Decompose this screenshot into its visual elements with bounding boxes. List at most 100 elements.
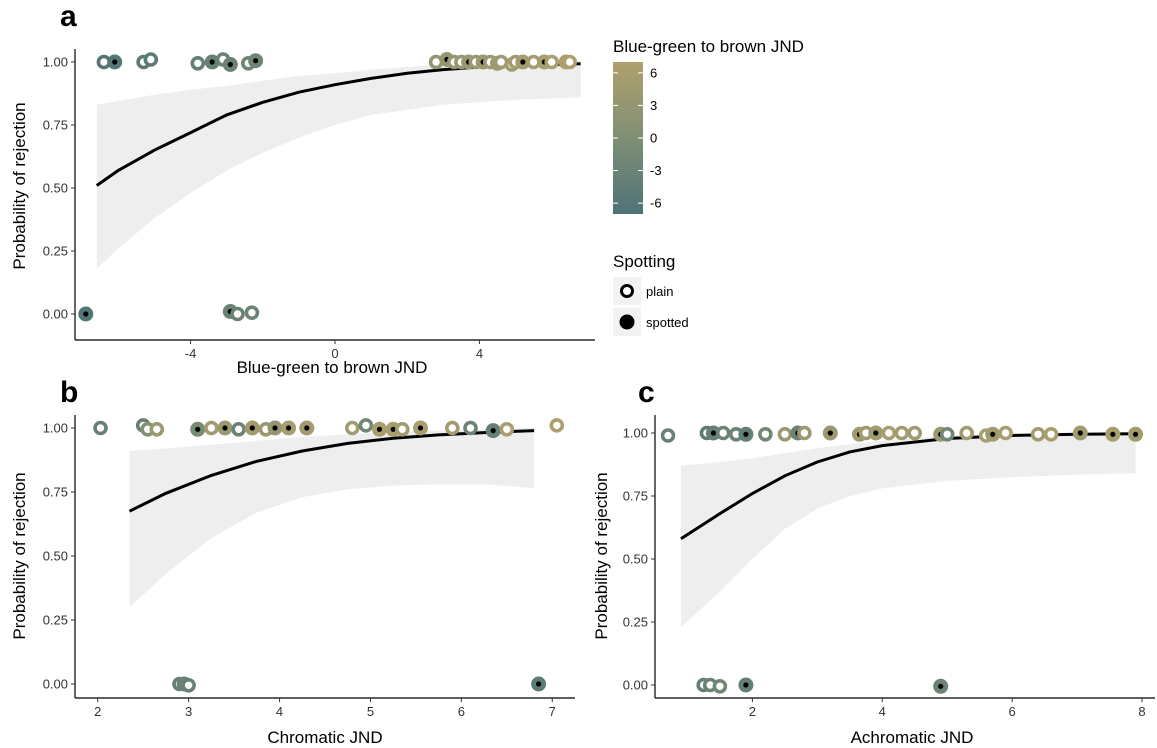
ribbon-area (96, 62, 581, 269)
x-tick-label: 3 (185, 704, 192, 719)
fit-curve-b (128, 429, 535, 513)
panel-a: a -4 0 4 0.00 0.25 0.50 0.75 1.00 Blue-green to… (10, 0, 595, 377)
plain-point (244, 305, 260, 321)
plain-point (712, 678, 728, 694)
plain-point (881, 425, 897, 441)
plain-key-label: plain (646, 284, 673, 299)
spotted-key-label: spotted (646, 315, 689, 330)
spotted-point-dot (304, 425, 310, 431)
plain-point (93, 420, 108, 436)
plain-point (777, 426, 793, 442)
plain-point (939, 426, 955, 442)
spotted-point-dot (417, 425, 424, 431)
plain-point (444, 420, 460, 436)
spotted-point-dot (710, 430, 717, 436)
y-tick-label: 0.00 (623, 678, 648, 693)
spotted-point-dot (272, 425, 278, 431)
x-tick-label: 4 (879, 704, 886, 719)
spotted-point-dot (222, 425, 228, 431)
plain-point (358, 418, 374, 433)
spotted-point-dot (536, 681, 542, 687)
spotted-point-dot (83, 311, 89, 317)
plain-key-symbol (620, 284, 634, 298)
plain-point (149, 421, 165, 437)
x-tick-label: 2 (94, 704, 101, 719)
points-a (78, 52, 578, 322)
plain-point (758, 426, 773, 442)
spotted-point-dot (490, 428, 496, 434)
spotted-point-dot (827, 430, 833, 436)
y-axis-title-c: Probability of rejection (592, 472, 611, 639)
confidence-ribbon-b (129, 428, 535, 608)
panel-b: b 2 3 4 5 6 7 0.00 0.25 0.50 0.75 1.00 Chromatic J… (10, 376, 575, 747)
axes-b: 2 3 4 5 6 7 0.00 0.25 0.50 0.75 1.00 (43, 415, 575, 719)
color-bar-tick-label: 3 (650, 98, 657, 113)
plain-point (344, 420, 360, 436)
panel-label-a: a (60, 0, 77, 33)
plain-point (394, 421, 410, 437)
spotted-point-dot (112, 59, 118, 65)
color-bar-ticks: 6 3 0 -3 -6 (613, 65, 662, 211)
panel-label-c: c (638, 376, 655, 409)
fit-line (128, 429, 535, 513)
spotting-legend-title: Spotting (613, 252, 675, 271)
ribbon-area (681, 433, 1136, 627)
plain-point (231, 421, 246, 437)
y-axis-title-b: Probability of rejection (10, 472, 29, 639)
plain-point (230, 306, 245, 322)
y-tick-label: 0.50 (623, 552, 648, 567)
y-tick-label: 1.00 (43, 55, 68, 70)
spotted-point-dot (286, 425, 292, 431)
plain-point (463, 420, 478, 436)
y-tick-label: 0.50 (43, 549, 68, 564)
spotted-point-dot (209, 59, 215, 65)
spotted-point-dot (990, 431, 996, 437)
y-tick-label: 0.25 (623, 615, 648, 630)
spotted-point-dot (873, 430, 879, 436)
x-axis-title-b: Chromatic JND (267, 728, 382, 747)
color-bar-tick-label: -6 (650, 196, 662, 211)
y-tick-label: 0.50 (43, 181, 68, 196)
axes-a: -4 0 4 0.00 0.25 0.50 0.75 1.00 (43, 49, 595, 361)
color-legend-title: Blue-green to brown JND (613, 37, 804, 56)
spotted-point-dot (249, 425, 255, 431)
color-bar-tick-label: 0 (650, 131, 657, 146)
ribbon-area (129, 428, 535, 608)
plain-point (204, 420, 219, 436)
spotted-point-dot (1077, 430, 1083, 436)
x-tick-label: 0 (331, 346, 338, 361)
plain-point (143, 52, 159, 67)
color-legend: Blue-green to brown JND 6 3 0 -3 -6 (613, 37, 804, 214)
spotted-point-dot (390, 426, 396, 432)
plain-point (797, 425, 812, 441)
spotted-point-dot (520, 59, 526, 65)
spotted-key-symbol (619, 314, 635, 330)
plain-point (907, 425, 923, 441)
spotted-point-dot (227, 61, 233, 68)
x-tick-label: 4 (476, 346, 483, 361)
confidence-ribbon-c (681, 433, 1136, 627)
spotted-point-dot (1132, 431, 1139, 437)
x-tick-label: 6 (458, 704, 465, 719)
y-tick-label: 0.00 (43, 307, 68, 322)
plain-point (549, 418, 565, 433)
axes-c: 2 4 6 8 0.00 0.25 0.50 0.75 1.00 (623, 415, 1155, 719)
plain-point (660, 428, 676, 443)
y-tick-label: 1.00 (623, 426, 648, 441)
plain-point (1030, 426, 1046, 442)
plain-point (181, 677, 196, 693)
spotted-point-dot (938, 683, 944, 689)
panel-c: c 2 4 6 8 0.00 0.25 0.50 0.75 1.00 Achromatic JN… (592, 376, 1155, 747)
x-tick-label: 7 (549, 704, 556, 719)
plain-point (190, 55, 206, 71)
points-c (660, 425, 1143, 694)
panel-label-b: b (60, 376, 78, 409)
x-tick-label: 8 (1138, 704, 1145, 719)
color-bar-tick-label: -3 (650, 163, 662, 178)
points-b (93, 418, 565, 693)
plain-point (544, 54, 560, 70)
y-tick-label: 0.00 (43, 677, 68, 692)
spotted-point-dot (1110, 431, 1116, 437)
spotted-point-dot (195, 426, 201, 432)
